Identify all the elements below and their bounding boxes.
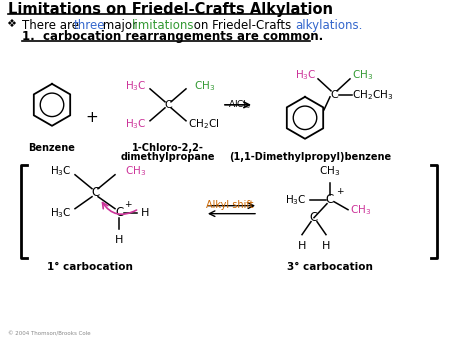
- Text: alkylations.: alkylations.: [295, 19, 362, 32]
- Text: on Friedel-Crafts: on Friedel-Crafts: [190, 19, 295, 32]
- Text: H: H: [298, 241, 306, 251]
- Text: 3° carbocation: 3° carbocation: [287, 262, 373, 272]
- Text: 1° carbocation: 1° carbocation: [47, 262, 133, 272]
- Text: CH$_3$: CH$_3$: [352, 68, 373, 82]
- Text: H$_3$C: H$_3$C: [50, 206, 72, 220]
- Text: H$_3$C: H$_3$C: [285, 193, 307, 207]
- Text: H: H: [141, 208, 149, 218]
- Text: limitations: limitations: [132, 19, 194, 32]
- Text: H$_3$C: H$_3$C: [125, 79, 147, 93]
- Text: 1-Chloro-2,2-: 1-Chloro-2,2-: [132, 143, 204, 153]
- Text: CH$_3$: CH$_3$: [194, 79, 215, 93]
- Text: dimethylpropane: dimethylpropane: [121, 152, 215, 162]
- Text: +: +: [124, 200, 131, 209]
- Text: C: C: [326, 193, 334, 206]
- Text: H: H: [322, 241, 330, 251]
- Text: Limitations on Friedel-Crafts Alkylation: Limitations on Friedel-Crafts Alkylation: [8, 2, 333, 17]
- Text: major: major: [99, 19, 141, 32]
- Text: C: C: [164, 100, 172, 110]
- Text: ❖: ❖: [6, 19, 16, 29]
- Text: AlCl$_3$: AlCl$_3$: [228, 99, 251, 111]
- Text: 1.  carbocation rearrangements are common.: 1. carbocation rearrangements are common…: [22, 30, 323, 43]
- Text: C: C: [310, 211, 318, 224]
- Text: Benzene: Benzene: [28, 143, 76, 153]
- Text: H: H: [115, 235, 123, 245]
- Text: CH$_2$CH$_3$: CH$_2$CH$_3$: [352, 88, 393, 102]
- Text: H$_3$C: H$_3$C: [125, 117, 147, 131]
- Text: +: +: [85, 110, 98, 125]
- Text: three: three: [74, 19, 105, 32]
- Text: C: C: [115, 206, 123, 219]
- Text: CH$_2$Cl: CH$_2$Cl: [188, 117, 219, 131]
- Text: (1,1-Dimethylpropyl)benzene: (1,1-Dimethylpropyl)benzene: [229, 152, 391, 162]
- Text: C: C: [330, 90, 338, 100]
- Text: C: C: [91, 186, 99, 199]
- Text: +: +: [336, 187, 343, 196]
- Text: CH$_3$: CH$_3$: [350, 203, 371, 217]
- Text: CH$_3$: CH$_3$: [320, 164, 341, 178]
- Text: Alkyl shift: Alkyl shift: [206, 200, 254, 210]
- Text: H$_3$C: H$_3$C: [50, 164, 72, 178]
- Text: © 2004 Thomson/Brooks Cole: © 2004 Thomson/Brooks Cole: [8, 332, 90, 337]
- Text: CH$_3$: CH$_3$: [125, 164, 146, 178]
- Text: There are: There are: [22, 19, 83, 32]
- Text: H$_3$C: H$_3$C: [295, 68, 317, 82]
